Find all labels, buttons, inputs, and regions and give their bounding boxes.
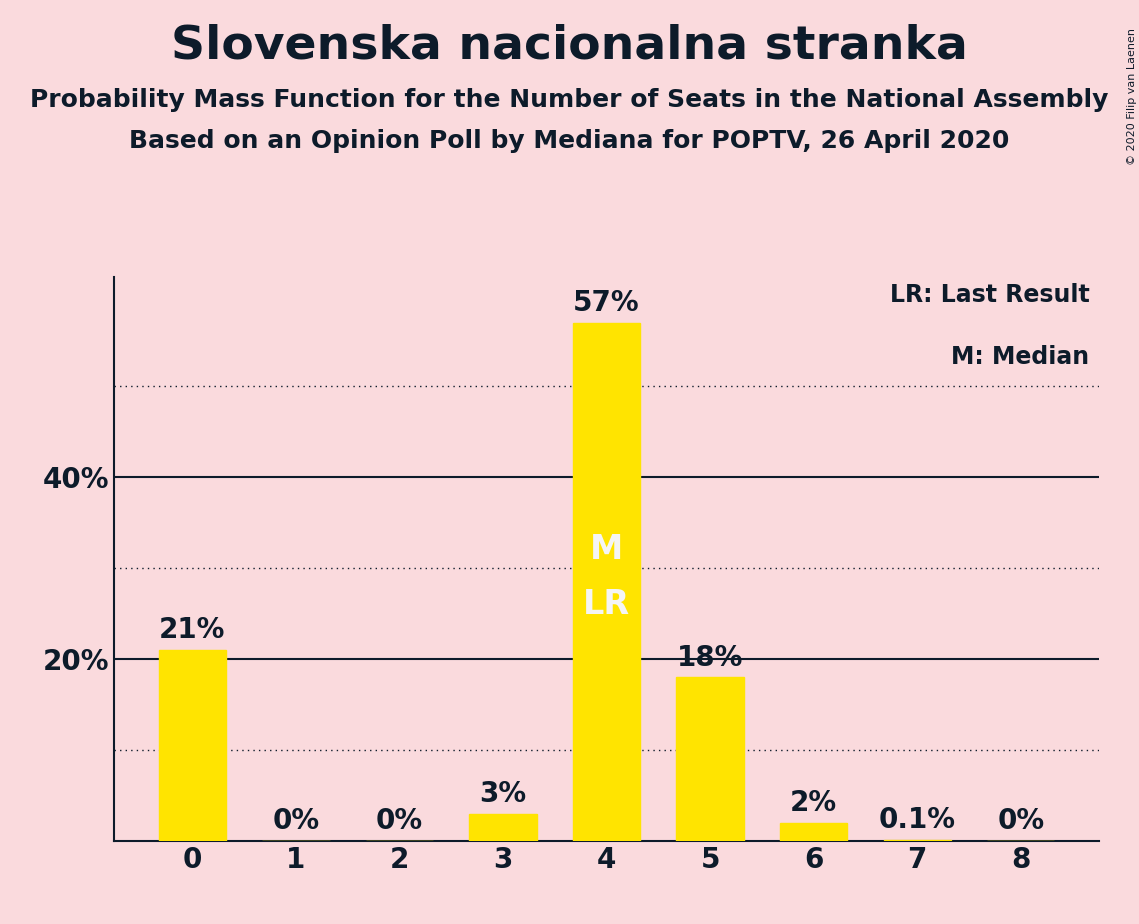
Text: LR: LR — [583, 588, 630, 621]
Text: M: M — [590, 533, 623, 566]
Text: Probability Mass Function for the Number of Seats in the National Assembly: Probability Mass Function for the Number… — [31, 88, 1108, 112]
Text: © 2020 Filip van Laenen: © 2020 Filip van Laenen — [1126, 28, 1137, 164]
Text: Slovenska nacionalna stranka: Slovenska nacionalna stranka — [171, 23, 968, 68]
Text: Based on an Opinion Poll by Mediana for POPTV, 26 April 2020: Based on an Opinion Poll by Mediana for … — [130, 129, 1009, 153]
Bar — [469, 813, 536, 841]
Text: M: Median: M: Median — [951, 345, 1089, 369]
Bar — [677, 677, 744, 841]
Text: 0%: 0% — [997, 808, 1044, 835]
Bar — [780, 822, 847, 841]
Text: 3%: 3% — [480, 780, 526, 808]
Text: LR: Last Result: LR: Last Result — [890, 283, 1089, 307]
Text: 57%: 57% — [573, 289, 640, 317]
Text: 0%: 0% — [376, 808, 423, 835]
Text: 0.1%: 0.1% — [878, 807, 956, 834]
Bar — [158, 650, 226, 841]
Bar — [573, 322, 640, 841]
Text: 18%: 18% — [677, 644, 744, 672]
Text: 2%: 2% — [790, 789, 837, 817]
Text: 0%: 0% — [272, 808, 319, 835]
Text: 21%: 21% — [159, 616, 226, 644]
